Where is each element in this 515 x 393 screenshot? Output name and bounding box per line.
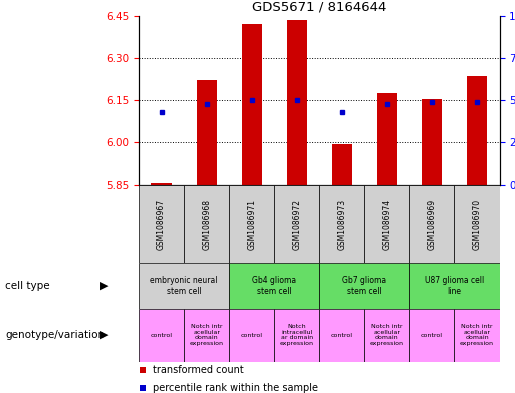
Text: genotype/variation: genotype/variation bbox=[5, 330, 104, 340]
Bar bbox=[409, 263, 500, 309]
Text: Gb7 glioma
stem cell: Gb7 glioma stem cell bbox=[342, 276, 386, 296]
Bar bbox=[454, 309, 500, 362]
Text: Notch intr
acellular
domain
expression: Notch intr acellular domain expression bbox=[460, 324, 494, 346]
Text: Notch
intracellul
ar domain
expression: Notch intracellul ar domain expression bbox=[280, 324, 314, 346]
Bar bbox=[365, 185, 409, 263]
Bar bbox=[319, 309, 365, 362]
Text: embryonic neural
stem cell: embryonic neural stem cell bbox=[150, 276, 218, 296]
Bar bbox=[377, 93, 397, 185]
Text: GSM1086970: GSM1086970 bbox=[473, 198, 482, 250]
Text: GSM1086969: GSM1086969 bbox=[427, 198, 436, 250]
Bar bbox=[151, 183, 171, 185]
Bar bbox=[184, 185, 229, 263]
Bar bbox=[409, 309, 454, 362]
Text: control: control bbox=[241, 332, 263, 338]
Title: GDS5671 / 8164644: GDS5671 / 8164644 bbox=[252, 0, 386, 13]
Text: GSM1086968: GSM1086968 bbox=[202, 198, 211, 250]
Bar bbox=[319, 263, 409, 309]
Bar bbox=[139, 263, 229, 309]
Text: cell type: cell type bbox=[5, 281, 50, 291]
Bar bbox=[242, 24, 262, 185]
Bar bbox=[229, 263, 319, 309]
Bar bbox=[319, 185, 365, 263]
Bar bbox=[467, 76, 487, 185]
Bar bbox=[139, 309, 184, 362]
Text: GSM1086971: GSM1086971 bbox=[247, 198, 256, 250]
Bar bbox=[229, 309, 274, 362]
Bar bbox=[365, 309, 409, 362]
Bar bbox=[287, 20, 307, 185]
Bar bbox=[274, 185, 319, 263]
Text: transformed count: transformed count bbox=[153, 365, 244, 375]
Text: percentile rank within the sample: percentile rank within the sample bbox=[153, 383, 318, 393]
Text: U87 glioma cell
line: U87 glioma cell line bbox=[425, 276, 484, 296]
Bar bbox=[197, 81, 217, 185]
Bar bbox=[409, 185, 454, 263]
Text: ▶: ▶ bbox=[100, 281, 109, 291]
Text: GSM1086972: GSM1086972 bbox=[293, 198, 301, 250]
Bar bbox=[454, 185, 500, 263]
Bar bbox=[422, 99, 442, 185]
Text: GSM1086973: GSM1086973 bbox=[337, 198, 346, 250]
Text: control: control bbox=[150, 332, 173, 338]
Bar bbox=[274, 309, 319, 362]
Text: GSM1086974: GSM1086974 bbox=[383, 198, 391, 250]
Text: ▶: ▶ bbox=[100, 330, 109, 340]
Bar bbox=[332, 144, 352, 185]
Bar bbox=[139, 185, 184, 263]
Text: Notch intr
acellular
domain
expression: Notch intr acellular domain expression bbox=[370, 324, 404, 346]
Text: control: control bbox=[421, 332, 443, 338]
Bar bbox=[229, 185, 274, 263]
Text: Gb4 glioma
stem cell: Gb4 glioma stem cell bbox=[252, 276, 296, 296]
Bar bbox=[184, 309, 229, 362]
Text: control: control bbox=[331, 332, 353, 338]
Text: GSM1086967: GSM1086967 bbox=[157, 198, 166, 250]
Text: Notch intr
acellular
domain
expression: Notch intr acellular domain expression bbox=[190, 324, 224, 346]
